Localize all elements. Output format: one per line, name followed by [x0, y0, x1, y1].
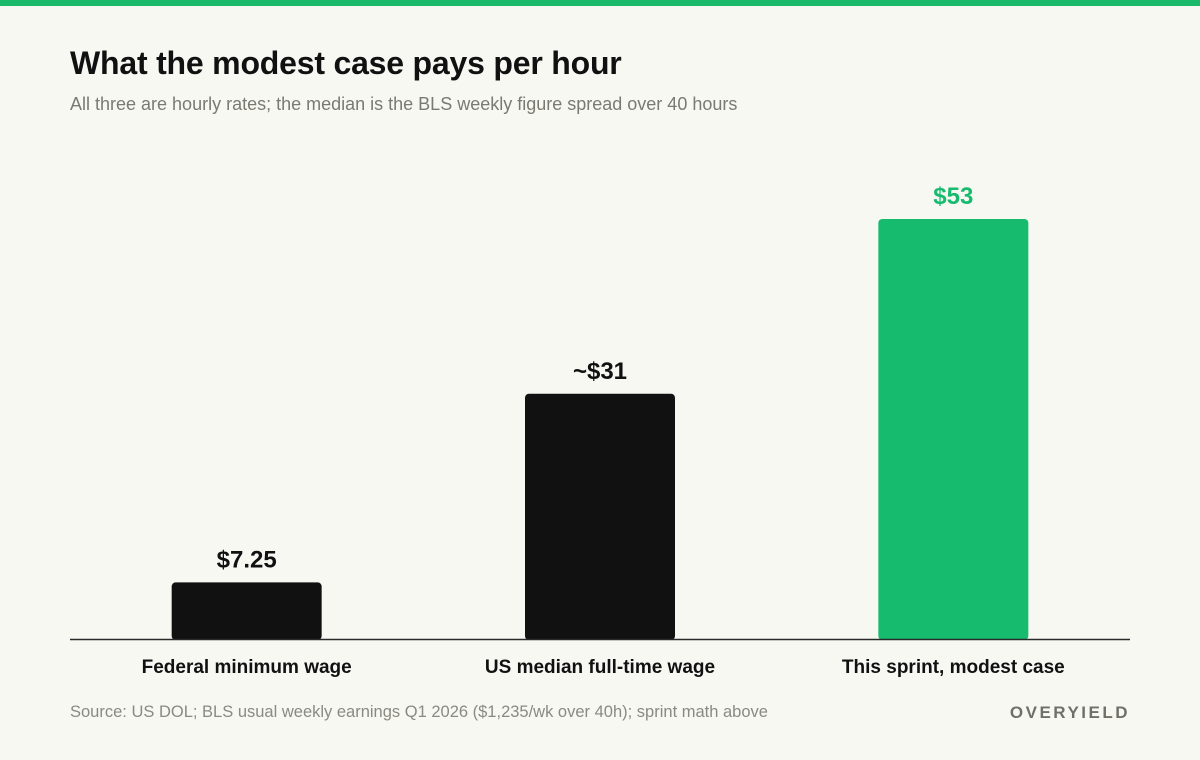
category-label-0: Federal minimum wage — [142, 657, 352, 678]
chart-title: What the modest case pays per hour — [70, 45, 622, 81]
category-label-2: This sprint, modest case — [842, 657, 1065, 678]
bar-2 — [878, 219, 1029, 640]
bar-value-label-0: $7.25 — [217, 546, 277, 573]
bar-value-label-1: ~$31 — [573, 358, 627, 385]
accent-top-bar — [0, 0, 1200, 6]
source-note: Source: US DOL; BLS usual weekly earning… — [70, 703, 768, 721]
bar-1 — [525, 393, 675, 640]
category-label-1: US median full-time wage — [485, 657, 715, 678]
brand-logo: OVERYIELD — [1009, 703, 1130, 722]
bar-value-label-2: $53 — [933, 183, 973, 210]
chart-subtitle: All three are hourly rates; the median i… — [70, 94, 738, 114]
bar-0 — [171, 582, 322, 640]
